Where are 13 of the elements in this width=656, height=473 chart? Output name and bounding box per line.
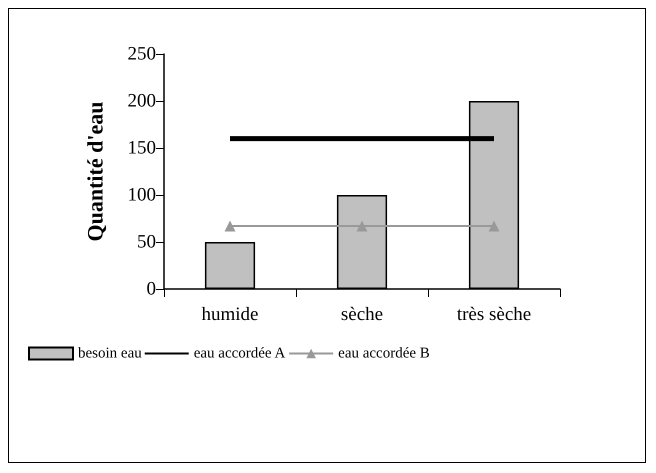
x-tick-label: très sèche — [456, 304, 532, 325]
legend-label: eau accordée B — [338, 346, 430, 362]
y-tick-label: 200 — [128, 90, 156, 112]
y-tick-label: 250 — [128, 44, 156, 64]
legend-label: eau accordée A — [194, 346, 286, 362]
y-axis-title: Quantité d'eau — [82, 102, 108, 242]
y-tick-label: 150 — [128, 138, 156, 158]
y-tick-label: 50 — [137, 232, 156, 252]
y-tick-label: 0 — [146, 278, 156, 300]
x-tick-label: humide — [202, 304, 258, 325]
y-tick-label: 100 — [128, 184, 156, 206]
legend-label: besoin eau — [78, 346, 142, 362]
x-tick-label: sèche — [340, 304, 384, 325]
